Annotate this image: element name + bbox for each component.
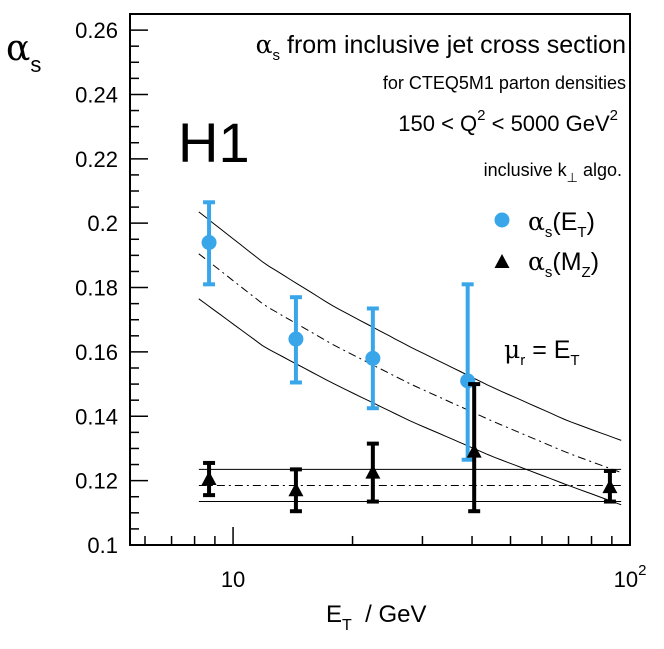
x-tick-label: 10 <box>221 567 245 592</box>
data-point <box>288 331 304 347</box>
annotation-q2-range: 150 < Q2 < 5000 GeV2 <box>398 107 618 136</box>
plot-frame <box>129 13 631 546</box>
data-point <box>201 234 217 250</box>
data-point <box>288 482 304 497</box>
y-tick-label: 0.14 <box>75 404 118 429</box>
x-axis-label: ET / GeV <box>326 601 427 634</box>
annotation-pdf: for CTEQ5M1 parton densities <box>383 73 626 93</box>
running-band-upper <box>198 211 622 441</box>
series-alpha-mz <box>201 382 618 514</box>
annotation-scale: μr = ET <box>504 335 580 369</box>
x-tick-label: 102 <box>614 562 647 592</box>
legend-marker-alpha-mz <box>494 254 510 268</box>
running-band-central <box>198 253 622 474</box>
series-alpha-et <box>201 200 476 462</box>
y-tick-label: 0.18 <box>75 276 118 301</box>
data-points <box>201 200 618 514</box>
data-point <box>365 464 381 479</box>
y-tick-label: 0.1 <box>87 533 118 558</box>
y-tick-label: 0.12 <box>75 469 118 494</box>
legend-label-alpha-et: αs(ET) <box>528 207 595 241</box>
data-point <box>602 479 618 494</box>
legend-label-alpha-mz: αs(MZ) <box>528 247 599 281</box>
y-tick-label: 0.26 <box>75 18 118 43</box>
running-band-lower <box>198 298 622 506</box>
data-point <box>365 350 381 366</box>
annotation-algorithm: inclusive k⊥ algo. <box>484 160 622 185</box>
y-axis-label: αs <box>6 28 41 77</box>
theory-bands <box>198 211 622 506</box>
legend: αs(ET) αs(MZ) <box>494 207 599 281</box>
y-tick-label: 0.24 <box>75 82 118 107</box>
y-tick-label: 0.22 <box>75 147 118 172</box>
data-point <box>201 471 217 486</box>
legend-marker-alpha-et <box>494 212 510 228</box>
experiment-label: H1 <box>178 111 250 174</box>
annotation-title: αs from inclusive jet cross section <box>256 30 626 64</box>
y-tick-label: 0.2 <box>87 211 118 236</box>
axes: 0.1 0.12 0.14 0.16 0.18 0.2 0.22 0.24 0.26 10 102 <box>75 13 647 592</box>
y-tick-label: 0.16 <box>75 340 118 365</box>
data-point <box>466 443 482 458</box>
